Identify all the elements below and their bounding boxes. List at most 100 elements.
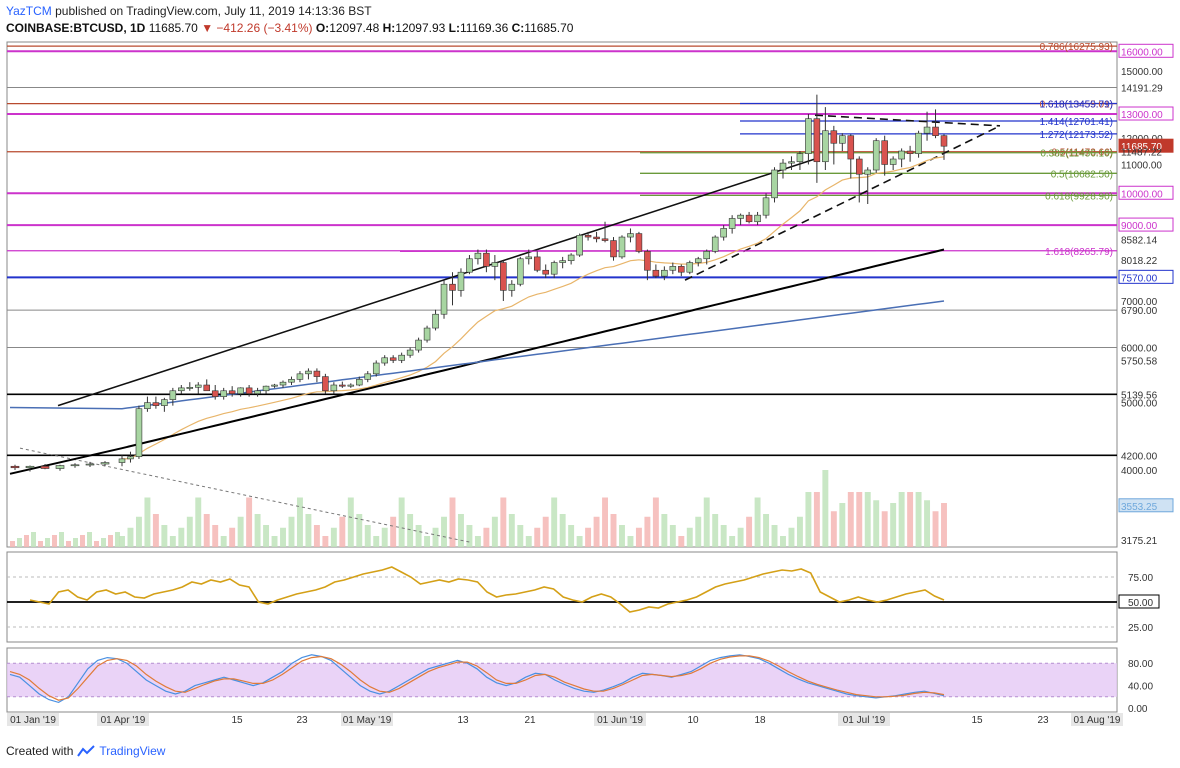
candle-body bbox=[483, 252, 490, 267]
chart-canvas[interactable]: 0.786(16275.93) 16000.00 15000.00 14191.29 0… bbox=[0, 0, 1180, 740]
rsi-panel: 75.00 50.00 25.00 bbox=[7, 566, 1160, 634]
tradingview-logo-icon bbox=[77, 745, 96, 757]
volume-bar bbox=[322, 536, 329, 547]
price-label: 1.618(8265.79) bbox=[1045, 247, 1113, 258]
volume-bar bbox=[525, 536, 532, 547]
created-with-text: Created with bbox=[6, 744, 74, 758]
candle-body bbox=[203, 384, 211, 392]
volume-bar bbox=[24, 535, 29, 547]
price-label-box bbox=[1118, 217, 1174, 232]
volume-bar bbox=[73, 538, 78, 547]
volume-bar bbox=[856, 492, 863, 547]
candle-body bbox=[932, 126, 939, 136]
volume-bar bbox=[127, 527, 134, 547]
candle-body bbox=[711, 236, 719, 252]
low-label: L: bbox=[448, 21, 460, 35]
candle-body bbox=[127, 456, 134, 460]
x-tick-box bbox=[1071, 713, 1123, 726]
price-axis-labels: 0.786(16275.93) 16000.00 15000.00 14191.29 0… bbox=[1040, 42, 1174, 547]
x-tick-box bbox=[97, 713, 149, 726]
price-label: 11685.70 bbox=[1121, 142, 1162, 153]
candle-body bbox=[847, 135, 855, 160]
open-value: 12097.48 bbox=[329, 21, 380, 35]
trendlines bbox=[19, 114, 1001, 543]
candle-body bbox=[305, 370, 312, 375]
volume-bar bbox=[45, 538, 50, 547]
x-tick-label: 01 Jul '19 bbox=[843, 715, 886, 726]
candlesticks[interactable] bbox=[10, 94, 948, 472]
volume-bar bbox=[822, 470, 829, 547]
volume-bar bbox=[288, 516, 295, 547]
x-tick-box bbox=[341, 713, 393, 726]
candle-body bbox=[347, 384, 355, 387]
price-label: 5750.58 bbox=[1121, 356, 1158, 367]
price-label: 7570.00 bbox=[1121, 273, 1158, 284]
candle-body bbox=[296, 373, 304, 380]
price-label-box bbox=[1118, 185, 1174, 200]
volume-bar bbox=[907, 492, 914, 547]
tradingview-brand[interactable]: TradingView bbox=[99, 744, 166, 758]
volume-bar bbox=[305, 514, 312, 547]
candle-body bbox=[186, 387, 194, 389]
candle-body bbox=[669, 266, 677, 271]
volume-bar bbox=[585, 527, 592, 547]
close-label: C: bbox=[511, 21, 525, 35]
candle-body bbox=[813, 118, 821, 163]
price-label: 0.382(11436.10) bbox=[1040, 149, 1113, 160]
volume-bar bbox=[517, 525, 524, 547]
price-label: 0.5(11473.66) bbox=[1051, 148, 1113, 159]
candle-body bbox=[855, 158, 863, 175]
candle-body bbox=[100, 462, 110, 465]
candle-body bbox=[610, 240, 617, 258]
volume-bar bbox=[10, 541, 15, 547]
horizontal-levels bbox=[7, 45, 1117, 457]
candle-body bbox=[550, 262, 558, 275]
author-link[interactable]: YazTCM bbox=[6, 4, 52, 18]
volume-bar bbox=[780, 536, 786, 547]
candle-body bbox=[627, 233, 634, 238]
volume-bar bbox=[890, 503, 897, 547]
candle-body bbox=[703, 251, 710, 260]
price-label-box bbox=[1118, 498, 1174, 513]
candle-body bbox=[754, 214, 761, 223]
price-label-box bbox=[1118, 138, 1174, 153]
dotted-trendline bbox=[19, 447, 471, 543]
candle-body bbox=[567, 254, 575, 261]
volume-bar bbox=[703, 497, 710, 547]
price-label: 1.414(12701.41) bbox=[1040, 117, 1113, 128]
volume-bar bbox=[441, 516, 447, 547]
volume-bar bbox=[229, 527, 236, 547]
rsi-tick-label: 75.00 bbox=[1128, 573, 1153, 584]
volume-bar bbox=[52, 535, 57, 547]
price-label: 16000.00 bbox=[1121, 47, 1163, 58]
stoch-band bbox=[7, 663, 1117, 697]
candle-body bbox=[381, 357, 388, 364]
symbol-label: COINBASE:BTCUSD, 1D bbox=[6, 21, 146, 35]
x-tick-label: 18 bbox=[754, 715, 766, 726]
candle-body bbox=[593, 236, 600, 240]
time-axis: 01 Jan '19 01 Apr '19 15 23 01 May '19 13 21 01… bbox=[7, 713, 1123, 726]
candle-body bbox=[559, 260, 566, 263]
volume-bar bbox=[195, 497, 202, 547]
price-label: 9000.00 bbox=[1121, 221, 1158, 232]
candle-body bbox=[584, 235, 592, 238]
volume-bar bbox=[661, 514, 668, 547]
volume-bar bbox=[593, 516, 600, 547]
footer: Created with TradingView bbox=[6, 744, 165, 758]
volume-bar bbox=[271, 536, 278, 547]
candle-body bbox=[55, 465, 65, 469]
ohlc-line: COINBASE:BTCUSD, 1D 11685.70 ▼ −412.26 (… bbox=[6, 21, 573, 35]
volume-bar bbox=[94, 541, 99, 547]
price-label: 6000.00 bbox=[1121, 344, 1158, 355]
price-label: 0.618(13455.01) bbox=[1040, 100, 1113, 111]
price-label: 14191.29 bbox=[1121, 84, 1163, 95]
volume-bar bbox=[771, 525, 778, 547]
volume-bar bbox=[339, 516, 346, 547]
candle-body bbox=[313, 370, 321, 377]
price-label: 11000.00 bbox=[1121, 160, 1162, 171]
candle-body bbox=[423, 327, 431, 341]
candle-body bbox=[228, 390, 236, 394]
volume-bar bbox=[932, 511, 939, 547]
price-label: 5139.56 bbox=[1121, 390, 1158, 401]
candle-body bbox=[881, 140, 888, 165]
